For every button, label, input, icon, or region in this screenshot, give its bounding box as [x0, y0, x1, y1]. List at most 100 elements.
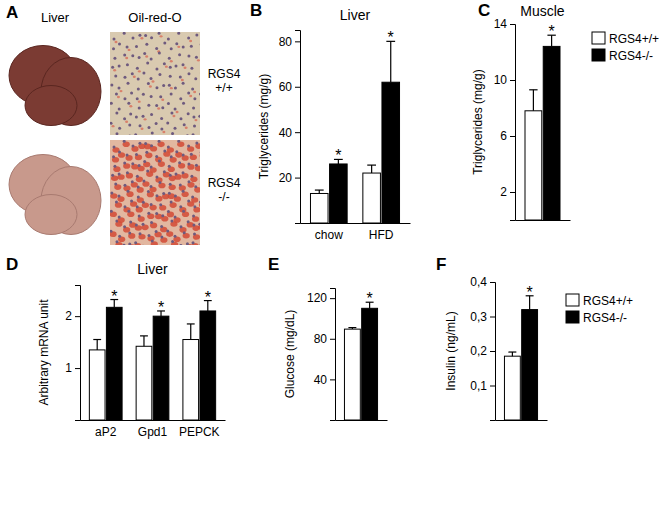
nucleus: [143, 52, 146, 55]
nucleus: [123, 117, 126, 120]
legend-swatch: [592, 32, 605, 44]
significance: *: [527, 284, 533, 301]
nucleus: [142, 201, 145, 204]
nucleus: [138, 164, 141, 167]
y-axis-title: Triglycerides (mg/g): [257, 74, 271, 180]
error-bar: [190, 324, 191, 340]
nucleus: [115, 132, 118, 135]
error-bar: [371, 165, 372, 173]
nucleus: [158, 160, 161, 163]
y-axis-title: Triglycerides (mg/g): [471, 69, 485, 175]
nucleus: [160, 235, 163, 238]
nucleus: [130, 92, 133, 95]
nucleus: [160, 225, 163, 228]
tick-mark: [490, 317, 495, 318]
nucleus: [126, 171, 129, 174]
figure: ALiverOil-red-ORGS4+/+RGS4-/-BLiver**204…: [0, 0, 672, 516]
tick: 0,4: [470, 275, 495, 289]
nucleus: [193, 205, 196, 208]
nucleus: [128, 135, 131, 136]
legend-label: RGS4-/-: [583, 311, 627, 325]
nucleus: [178, 53, 181, 56]
nucleus: [146, 170, 149, 173]
chart-title: Liver: [137, 261, 168, 277]
tick-label: 10: [494, 73, 508, 87]
tick: HFD: [369, 223, 394, 242]
tick: 0,3: [470, 310, 495, 324]
nucleus: [118, 42, 121, 45]
nucleus: [115, 93, 118, 96]
error-bar: [533, 90, 534, 111]
y-axis-title: Insulin (ng/mL): [444, 311, 458, 390]
nucleus: [123, 184, 126, 187]
nucleus: [187, 112, 190, 115]
tick: 120: [307, 291, 335, 305]
tick-label: 0,2: [470, 344, 487, 358]
nucleus: [126, 45, 129, 48]
nucleus: [199, 93, 200, 96]
bar: [362, 308, 378, 420]
lipid-droplet: [141, 128, 144, 130]
legend-swatch: [566, 311, 579, 323]
tick-mark: [510, 192, 515, 193]
tick-label: chow: [315, 228, 343, 242]
nucleus: [155, 155, 158, 158]
nucleus: [175, 172, 178, 175]
nucleus: [159, 203, 162, 206]
nucleus: [179, 244, 182, 245]
nucleus: [142, 223, 145, 226]
nucleus: [147, 82, 150, 85]
bar: [525, 111, 542, 220]
y-axis: 4080120: [307, 289, 336, 421]
nucleus: [147, 212, 150, 215]
nucleus: [163, 42, 166, 45]
nucleus: [192, 133, 195, 135]
bar: [106, 307, 122, 420]
nucleus: [179, 225, 182, 228]
tick-mark: [330, 298, 335, 299]
lipid-droplet: [152, 80, 155, 82]
nucleus: [127, 190, 130, 193]
nucleus: [137, 77, 140, 80]
nucleus: [187, 37, 190, 40]
tick-mark: [75, 368, 80, 369]
bar: [382, 82, 400, 223]
nucleus: [113, 38, 116, 41]
nucleus: [182, 102, 185, 105]
nucleus: [123, 161, 126, 164]
lipid-droplet: [170, 87, 173, 89]
nucleus: [198, 115, 200, 118]
nucleus: [168, 165, 171, 168]
nucleus: [187, 145, 190, 148]
nucleus: [150, 185, 153, 188]
error-bar: [143, 336, 144, 346]
tick-label: 14: [494, 17, 508, 31]
nucleus: [178, 161, 181, 164]
nucleus: [134, 133, 137, 135]
nucleus: [155, 194, 158, 197]
nucleus: [187, 162, 190, 165]
lipid-droplet: [120, 90, 123, 92]
nucleus: [198, 245, 200, 246]
nucleus: [175, 42, 178, 45]
bar: [153, 316, 169, 420]
error-cap: [367, 165, 376, 166]
nucleus: [142, 180, 145, 183]
tick: chow: [315, 223, 343, 242]
tick: PEPCK: [179, 420, 220, 439]
lipid-droplet: [129, 105, 132, 107]
nucleus: [126, 153, 129, 156]
lipid-droplet: [181, 79, 184, 81]
nucleus: [179, 76, 182, 79]
nucleus: [190, 67, 193, 70]
lipid-droplet: [138, 100, 141, 102]
x-axis: [496, 420, 548, 422]
tick-label: 0,3: [470, 310, 487, 324]
nucleus: [136, 67, 139, 70]
nucleus: [193, 124, 196, 127]
error-cap: [93, 339, 101, 340]
image-grid: LiverOil-red-ORGS4+/+RGS4-/-: [9, 10, 241, 253]
y-axis: 0,10,20,30,4: [470, 275, 495, 420]
error-bar: [390, 41, 391, 82]
nucleus: [170, 112, 173, 115]
